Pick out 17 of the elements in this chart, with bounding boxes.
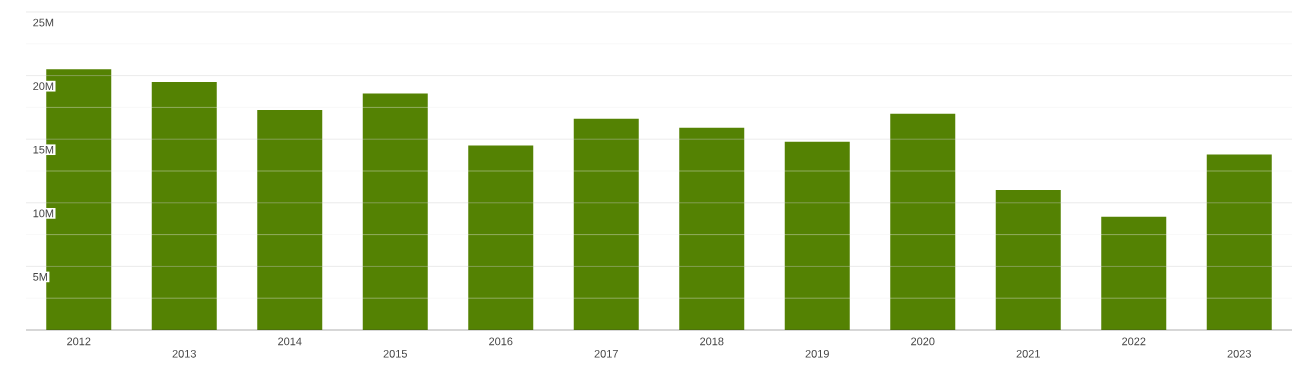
- y-tick-label: 15M: [33, 145, 54, 154]
- x-tick-label: 2014: [278, 337, 302, 346]
- x-tick-label: 2016: [489, 337, 513, 346]
- x-tick-label: 2021: [1016, 349, 1040, 358]
- x-tick-label: 2017: [594, 349, 618, 358]
- y-tick-label: 5M: [33, 273, 48, 281]
- x-tick-label: 2022: [1122, 337, 1146, 346]
- y-tick-label: 25M: [33, 18, 54, 27]
- x-tick-label: 2012: [67, 337, 91, 346]
- x-tick-label: 2019: [805, 349, 829, 358]
- x-tick-label: 2018: [700, 337, 724, 346]
- y-tick-label: 20M: [33, 82, 54, 91]
- y-tick-label: 10M: [33, 209, 54, 218]
- x-tick-label: 2023: [1227, 349, 1251, 358]
- x-tick-label: 2020: [911, 337, 935, 346]
- x-tick-label: 2015: [383, 349, 407, 358]
- x-tick-label: 2013: [172, 349, 196, 358]
